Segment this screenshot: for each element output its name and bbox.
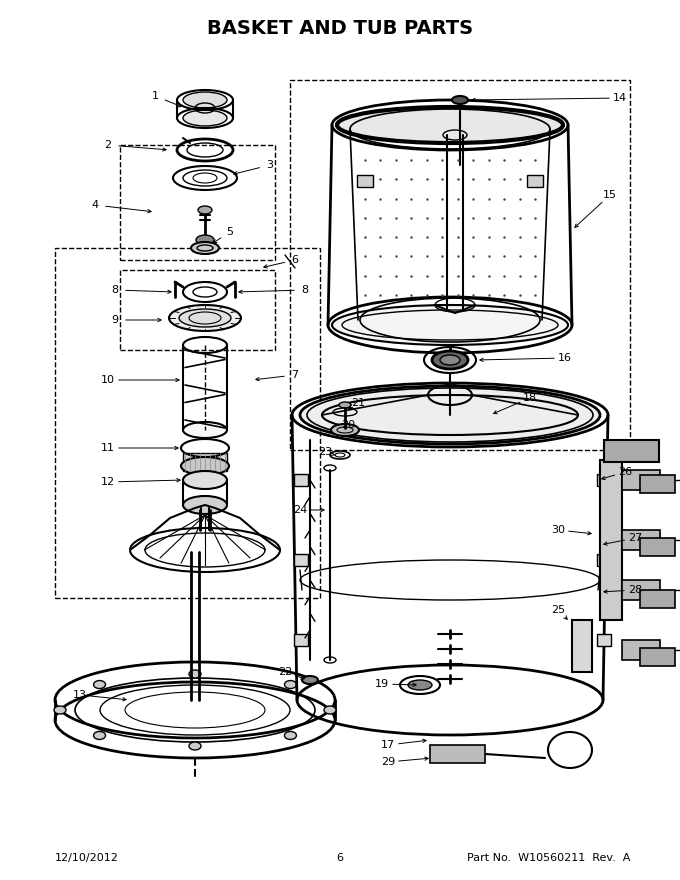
Ellipse shape [191,242,219,254]
Ellipse shape [302,676,318,684]
Text: 20: 20 [341,420,355,430]
Ellipse shape [196,235,214,245]
Text: 8: 8 [301,285,309,295]
Bar [294,634,308,646]
Text: 24: 24 [293,505,307,515]
Ellipse shape [183,92,227,108]
Ellipse shape [332,305,568,345]
Bar [357,175,373,187]
Text: 21: 21 [351,398,365,408]
Ellipse shape [181,457,229,475]
Text: 14: 14 [613,93,627,103]
Ellipse shape [337,107,563,143]
Text: 2: 2 [105,140,112,150]
Text: 18: 18 [523,393,537,403]
Ellipse shape [408,680,432,690]
Text: 19: 19 [375,679,389,689]
Text: 7: 7 [292,370,299,380]
Ellipse shape [339,402,351,408]
Text: 3: 3 [267,160,273,170]
Ellipse shape [169,305,241,331]
Bar [640,590,675,608]
Text: 26: 26 [618,467,632,477]
Text: 15: 15 [603,190,617,200]
Ellipse shape [198,206,212,214]
Text: 9: 9 [112,315,118,325]
Text: 13: 13 [73,690,87,700]
Bar [604,440,659,462]
Bar [183,453,227,471]
Bar [430,745,485,763]
Ellipse shape [189,742,201,750]
Text: 10: 10 [101,375,115,385]
Text: 17: 17 [381,740,395,750]
Text: 25: 25 [551,605,565,615]
Text: 29: 29 [381,757,395,767]
Text: 16: 16 [558,353,572,363]
Bar [294,474,308,486]
Bar [640,648,675,666]
Bar [600,460,622,620]
Ellipse shape [183,422,227,438]
Ellipse shape [432,351,468,369]
Bar [640,538,675,556]
Ellipse shape [452,96,468,104]
Text: Part No.  W10560211  Rev.  A: Part No. W10560211 Rev. A [466,853,630,863]
Bar [572,620,592,672]
Text: 8: 8 [112,285,118,295]
Bar [597,474,611,486]
Text: 6: 6 [337,853,343,863]
Text: 23: 23 [318,447,332,457]
Text: 27: 27 [628,533,642,543]
Ellipse shape [94,680,105,688]
Bar [597,554,611,566]
Ellipse shape [440,355,460,365]
Bar [290,80,630,450]
Ellipse shape [300,386,600,444]
Text: 28: 28 [628,585,642,595]
Bar [120,145,275,260]
Bar [622,470,660,490]
Text: 12: 12 [101,477,115,487]
Text: 11: 11 [101,443,115,453]
Ellipse shape [183,471,227,489]
Text: 6: 6 [292,255,299,265]
Ellipse shape [183,110,227,126]
Text: BASKET AND TUB PARTS: BASKET AND TUB PARTS [207,18,473,38]
Bar [622,530,660,550]
Text: 4: 4 [91,200,99,210]
Ellipse shape [284,680,296,688]
Ellipse shape [94,731,105,739]
Bar [597,634,611,646]
Bar [294,554,308,566]
Ellipse shape [54,706,66,714]
Ellipse shape [179,309,231,327]
Ellipse shape [324,706,336,714]
Text: 30: 30 [551,525,565,535]
Ellipse shape [331,424,359,436]
Bar [622,640,660,660]
Text: 12/10/2012: 12/10/2012 [55,853,119,863]
Text: 1: 1 [152,91,158,101]
Ellipse shape [189,670,201,678]
Ellipse shape [284,731,296,739]
Bar [120,270,275,350]
Bar [55,248,320,598]
Bar [640,475,675,493]
Text: 5: 5 [226,227,233,237]
Text: 22: 22 [278,667,292,677]
Bar [622,580,660,600]
Ellipse shape [183,496,227,514]
Bar [527,175,543,187]
